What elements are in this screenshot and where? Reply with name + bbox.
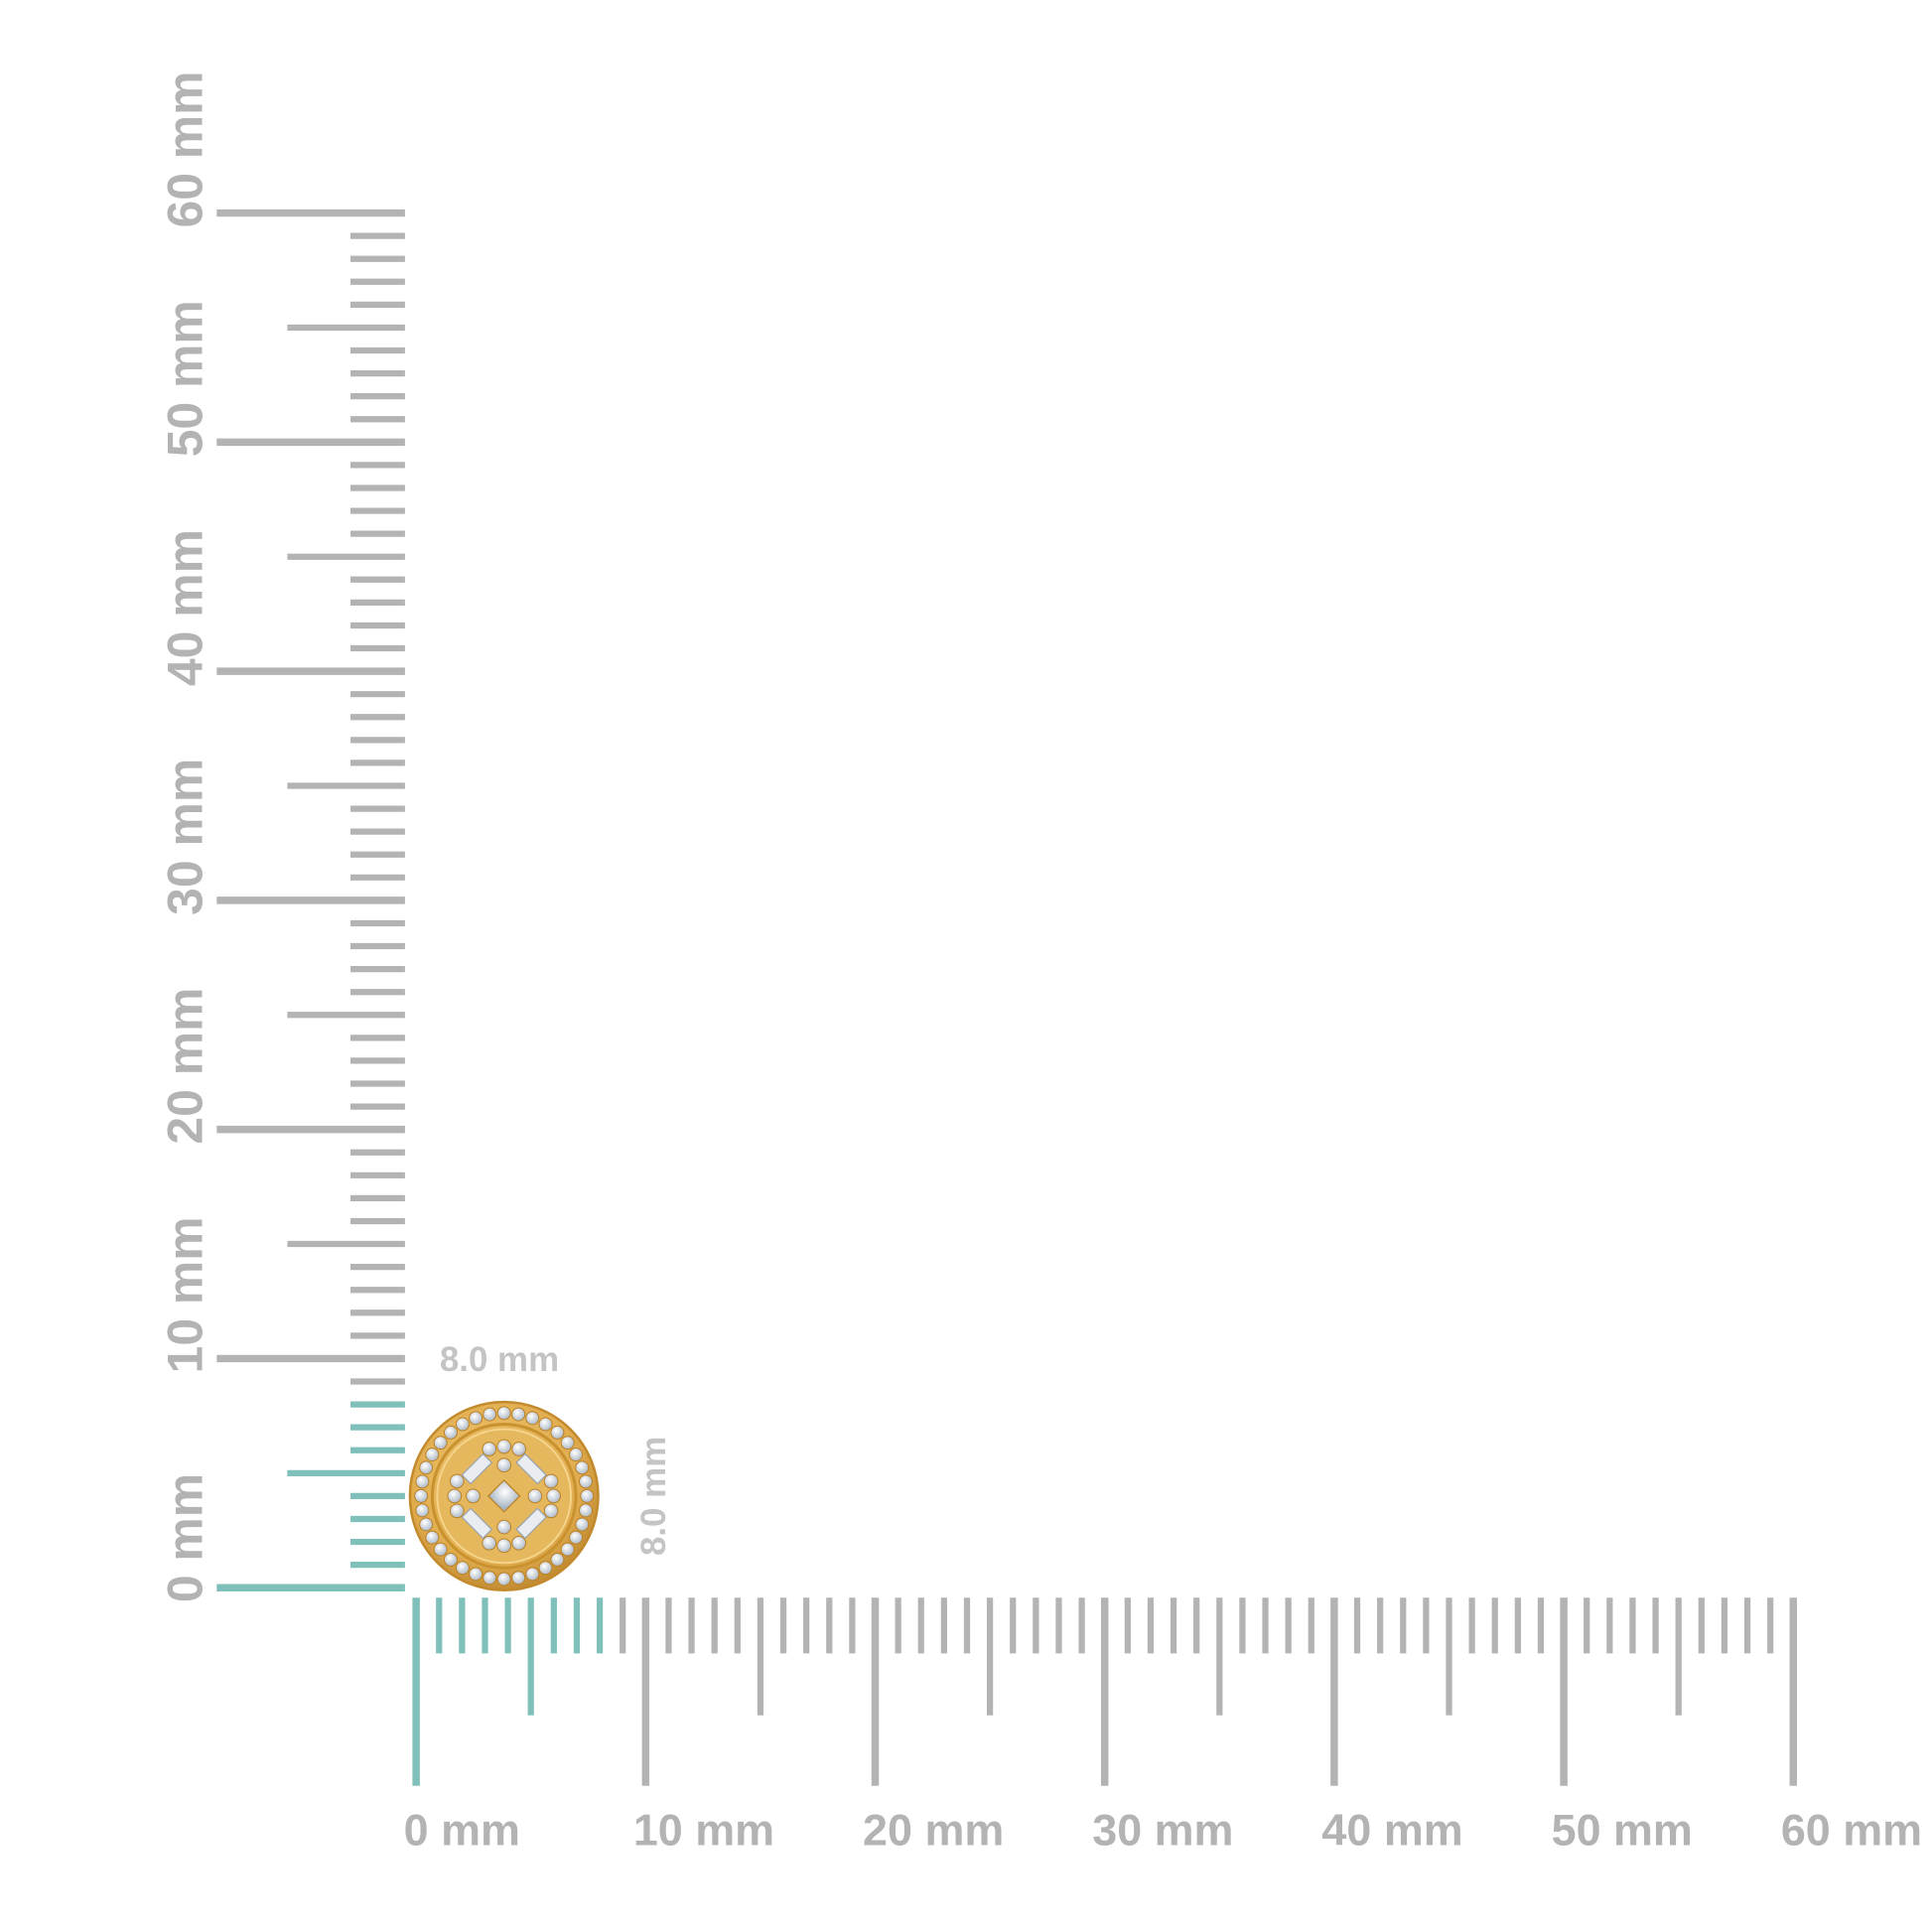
halo-diamond [414,1488,429,1503]
halo-diamond [496,1572,511,1587]
halo-diamond [560,1542,575,1557]
halo-diamond [496,1406,511,1421]
baguette-diamond [515,1507,548,1540]
horizontal-ruler-labels: 0 mm 10 mm 20 mm 30 mm 40 mm 50 mm 60 mm [404,1805,1922,1856]
halo-diamond [469,1411,483,1426]
halo-diamond [525,1411,540,1426]
earring-image [408,1400,600,1591]
halo-diamond [569,1530,584,1545]
horizontal-ruler [412,1597,1798,1786]
pave-diamond [511,1535,527,1551]
pave-diamond [527,1488,543,1504]
halo-diamond [415,1474,430,1489]
halo-diamond [469,1567,483,1582]
halo-diamond [579,1503,594,1518]
horizontal-ruler-label: 20 mm [863,1805,1004,1856]
vertical-ruler-label: 0 mm [157,1473,212,1602]
halo-diamond [419,1517,434,1532]
halo-diamond [550,1425,565,1440]
baguette-diamond [515,1452,548,1485]
vertical-ruler-label: 40 mm [157,529,212,686]
pave-diamond [449,1473,465,1489]
pave-diamond [511,1442,527,1456]
vertical-ruler-label: 20 mm [157,988,212,1145]
pave-diamond [546,1488,561,1504]
center-diamond [486,1479,521,1513]
halo-diamond [425,1448,440,1462]
pave-diamond [482,1535,497,1551]
halo-diamond [579,1474,594,1489]
vertical-ruler-label: 50 mm [157,300,212,457]
pave-diamond [496,1457,512,1473]
halo-diamond [433,1542,448,1557]
pave-diamond [496,1439,512,1454]
halo-diamond [575,1517,590,1532]
pave-diamond [447,1488,463,1504]
horizontal-ruler-label: 0 mm [404,1805,520,1856]
pave-diamond [496,1538,512,1554]
halo-diamond [455,1417,470,1432]
halo-diamond [511,1571,526,1586]
horizontal-ruler-label: 40 mm [1321,1805,1462,1856]
halo-diamond [525,1567,540,1582]
halo-diamond [538,1417,553,1432]
pave-diamond [543,1503,559,1519]
pave-diamond [449,1503,465,1519]
width-dimension-label: 8.0 mm [440,1340,559,1379]
horizontal-ruler-label: 10 mm [633,1805,774,1856]
vertical-ruler-labels: 0 mm 10 mm 20 mm 30 mm 40 mm 50 mm 60 mm [157,70,212,1602]
halo-diamond [443,1552,458,1567]
halo-diamond [575,1460,590,1475]
halo-diamond [425,1530,440,1545]
pave-diamond [466,1488,481,1504]
halo-diamond [511,1407,526,1422]
halo-diamond [443,1425,458,1440]
horizontal-ruler-label: 50 mm [1552,1805,1693,1856]
halo-diamond [560,1436,575,1450]
baguette-diamond [461,1452,493,1485]
pave-diamond [496,1519,512,1535]
horizontal-ruler-label: 30 mm [1092,1805,1233,1856]
vertical-ruler-label: 60 mm [157,70,212,227]
halo-diamond [419,1460,434,1475]
halo-diamond [455,1561,470,1576]
pave-diamond [543,1473,559,1489]
halo-diamond [550,1552,565,1567]
halo-diamond [483,1407,497,1422]
pave-diamond [482,1442,497,1456]
halo-diamond [483,1571,497,1586]
halo-diamond [433,1436,448,1450]
halo-diamond [580,1488,595,1503]
halo-diamond [415,1503,430,1518]
halo-diamond [538,1561,553,1576]
halo-diamond [569,1448,584,1462]
vertical-ruler-label: 30 mm [157,759,212,915]
height-dimension-label: 8.0 mm [634,1437,673,1556]
baguette-diamond [461,1507,493,1540]
vertical-ruler [216,208,405,1591]
vertical-ruler-label: 10 mm [157,1216,212,1373]
horizontal-ruler-label: 60 mm [1781,1805,1922,1856]
